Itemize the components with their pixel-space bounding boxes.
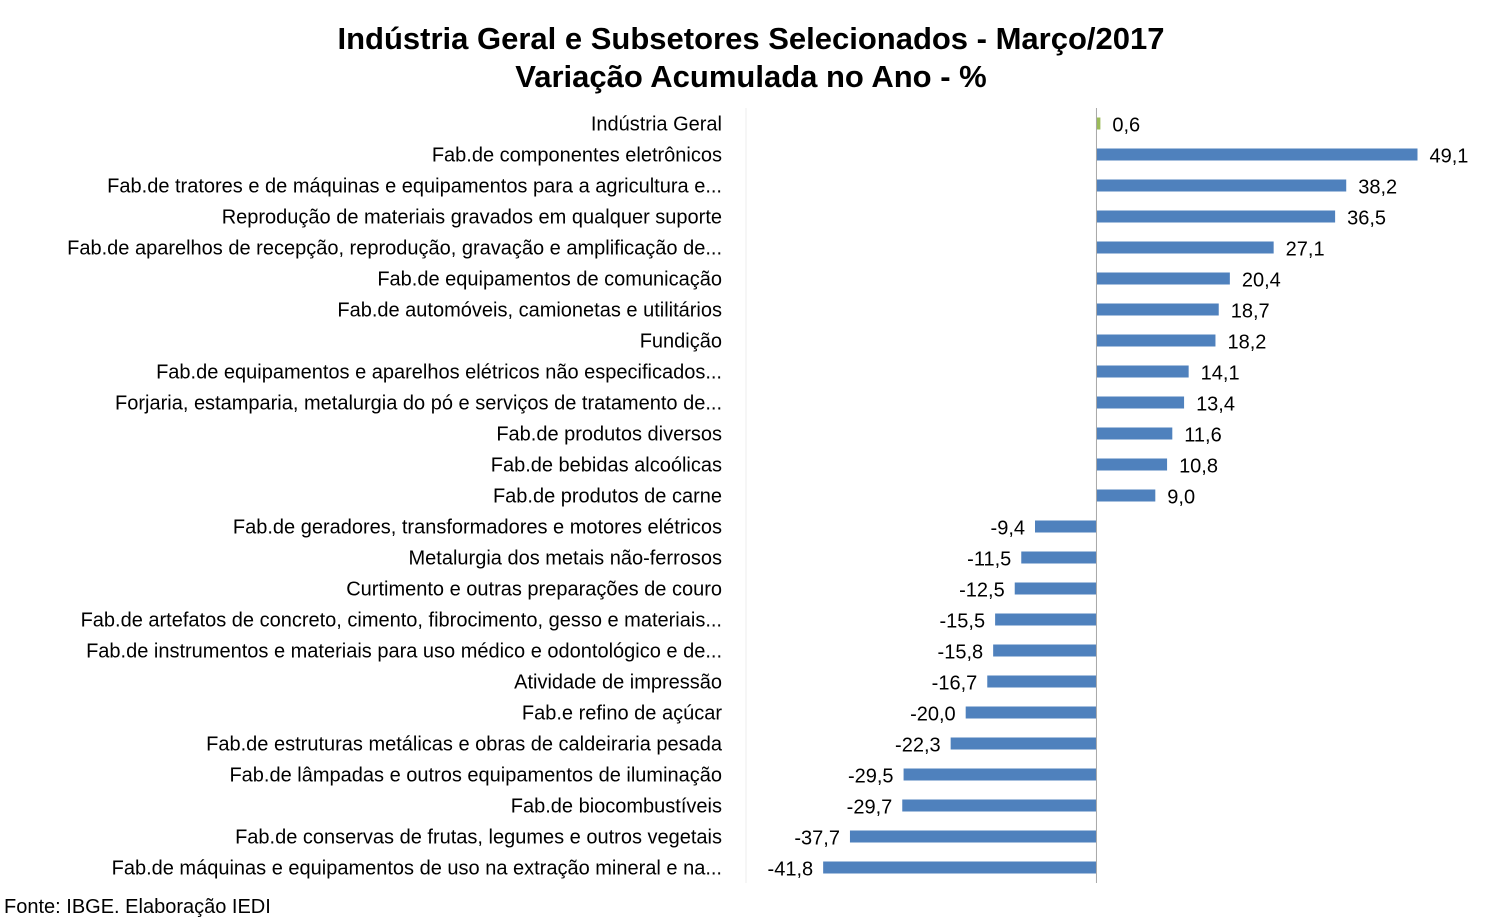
bar [1096,427,1173,440]
bar [1096,489,1156,502]
data-label: -29,5 [848,766,894,788]
category-label: Fab.de automóveis, camionetas e utilitár… [337,300,722,322]
category-label: Fab.de conservas de frutas, legumes e ou… [235,827,722,849]
data-label: 0,6 [1112,115,1140,137]
data-label: 18,2 [1227,332,1266,354]
data-label: -20,0 [910,704,956,726]
bar [903,768,1097,781]
bar [1096,117,1101,130]
category-label: Fab.de máquinas e equipamentos de uso na… [112,858,722,880]
bars-layer [823,117,1418,874]
bar [1096,210,1336,223]
bar [902,799,1097,812]
category-label: Fab.de produtos de carne [493,486,722,508]
bar [1021,551,1097,564]
category-label: Curtimento e outras preparações de couro [346,579,722,601]
data-label: 13,4 [1196,394,1235,416]
bar [993,644,1097,657]
category-label: Fab.de componentes eletrônicos [432,145,722,167]
data-label: 36,5 [1347,208,1386,230]
chart-title-block: Indústria Geral e Subsetores Selecionado… [0,20,1502,96]
data-label: 27,1 [1286,239,1325,261]
data-label: 38,2 [1358,177,1397,199]
category-label: Metalurgia dos metais não-ferrosos [409,548,722,570]
data-label: 14,1 [1201,363,1240,385]
bar [965,706,1097,719]
bar [1096,148,1418,161]
bar [1096,303,1219,316]
category-label: Fab.e refino de açúcar [522,703,722,725]
category-label: Fab.de produtos diversos [496,424,722,446]
bar [950,737,1097,750]
data-label: -15,8 [938,642,984,664]
data-label: 11,6 [1184,425,1221,447]
data-label: 49,1 [1430,146,1469,168]
data-label: -15,5 [940,611,986,633]
category-label: Fab.de estruturas metálicas e obras de c… [206,734,723,756]
bar [1035,520,1097,533]
bar [1096,458,1168,471]
bar [823,861,1097,874]
data-label: 10,8 [1179,456,1218,478]
labels-layer: Indústria Geral 0,6 Fab.de componentes ele… [67,114,1468,881]
bar [1096,396,1185,409]
category-label: Indústria Geral [591,114,722,136]
data-label: 20,4 [1242,270,1281,292]
category-label: Fab.de equipamentos e aparelhos elétrico… [156,362,722,384]
source-note: Fonte: IBGE. Elaboração IEDI [4,896,271,918]
category-label: Fab.de bebidas alcoólicas [491,455,722,477]
category-label: Fab.de tratores e de máquinas e equipame… [107,176,722,198]
category-label: Fab.de biocombustíveis [511,796,722,818]
category-label: Fab.de geradores, transformadores e moto… [233,517,722,539]
category-label: Fundição [640,331,722,353]
category-label: Fab.de equipamentos de comunicação [377,269,722,291]
bar [1096,179,1347,192]
data-label: -22,3 [895,735,941,757]
data-label: -9,4 [991,518,1025,540]
data-label: -41,8 [768,859,814,881]
data-label: -29,7 [847,797,893,819]
chart-title: Indústria Geral e Subsetores Selecionado… [337,21,1165,56]
category-label: Fab.de lâmpadas e outros equipamentos de… [229,765,722,787]
bar [995,613,1097,626]
data-label: -11,5 [967,549,1011,571]
bar [1096,334,1216,347]
bar [987,675,1097,688]
category-label: Reprodução de materiais gravados em qual… [222,207,722,229]
data-label: -12,5 [959,580,1005,602]
data-label: -37,7 [794,828,840,850]
data-label: 9,0 [1167,487,1195,509]
category-label: Atividade de impressão [514,672,722,694]
bar [1096,241,1274,254]
category-label: Fab.de artefatos de concreto, cimento, f… [81,610,722,632]
chart-subtitle: Variação Acumulada no Ano - % [515,59,987,94]
category-label: Fab.de aparelhos de recepção, reprodução… [67,238,722,260]
bar [1096,272,1230,285]
data-label: -16,7 [932,673,978,695]
category-label: Fab.de instrumentos e materiais para uso… [86,641,722,663]
category-label: Forjaria, estamparia, metalurgia do pó e… [115,393,722,415]
data-label: 18,7 [1231,301,1270,323]
bar [849,830,1097,843]
bar [1096,365,1189,378]
bar [1014,582,1097,595]
